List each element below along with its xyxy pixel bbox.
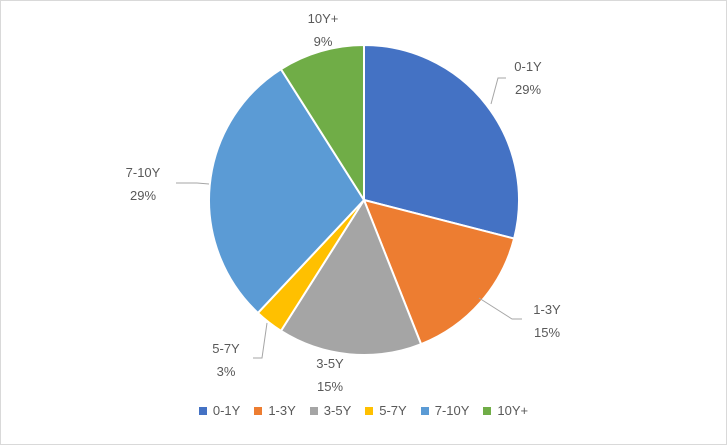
slice-percent-label: 15%	[317, 379, 343, 394]
slice-category-label: 3-5Y	[316, 356, 344, 371]
slice-percent-label: 15%	[534, 325, 560, 340]
pie-chart: 0-1Y 29% 1-3Y 15% 3-5Y 15% 5-7Y 3% 7-10Y 29% 10Y+ 9…	[126, 11, 561, 394]
leader-line	[176, 182, 210, 185]
legend-swatch	[483, 406, 492, 415]
slice-labels: 0-1Y 29% 1-3Y 15% 3-5Y 15% 5-7Y 3% 7-10Y 29% 10Y+ 9…	[126, 11, 561, 394]
pie-slice-0-1y	[363, 43, 520, 240]
slice-percent-label: 9%	[314, 34, 333, 49]
pie-slice-10y	[279, 43, 365, 204]
leader-line	[490, 77, 506, 105]
legend-item: 10Y+	[483, 403, 528, 418]
legend-label: 7-10Y	[434, 403, 470, 418]
legend-swatch	[309, 406, 318, 415]
slice-percent-label: 3%	[217, 364, 236, 379]
legend: 0-1Y 1-3Y 3-5Y 5-7Y 7-10Y 10Y+	[1, 403, 726, 418]
legend-label: 3-5Y	[323, 403, 352, 418]
legend-label: 1-3Y	[268, 403, 296, 418]
pie-slices	[208, 43, 520, 357]
slice-category-label: 10Y+	[308, 11, 339, 26]
slice-percent-label: 29%	[515, 82, 541, 97]
legend-swatch	[198, 406, 207, 415]
leader-lines	[176, 77, 522, 359]
slice-percent-label: 29%	[130, 188, 156, 203]
legend-swatch	[420, 406, 429, 415]
legend-label: 5-7Y	[379, 403, 407, 418]
pie-slice-7-10y	[208, 67, 366, 315]
pie-slice-3-5y	[279, 197, 423, 357]
legend-item: 0-1Y	[198, 403, 241, 418]
legend-swatch	[365, 406, 374, 415]
slice-category-label: 0-1Y	[514, 59, 542, 74]
legend-item: 3-5Y	[309, 403, 352, 418]
legend-label: 10Y+	[497, 403, 529, 418]
slice-category-label: 1-3Y	[533, 302, 561, 317]
slice-category-label: 7-10Y	[126, 165, 161, 180]
legend-swatch	[254, 406, 263, 415]
legend-item: 5-7Y	[365, 403, 407, 418]
legend-label: 0-1Y	[212, 403, 241, 418]
legend-item: 1-3Y	[254, 403, 296, 418]
slice-category-label: 5-7Y	[212, 341, 240, 356]
pie-slice-1-3y	[362, 198, 516, 346]
leader-line	[478, 297, 522, 320]
legend-item: 7-10Y	[420, 403, 470, 418]
leader-line	[253, 322, 268, 359]
